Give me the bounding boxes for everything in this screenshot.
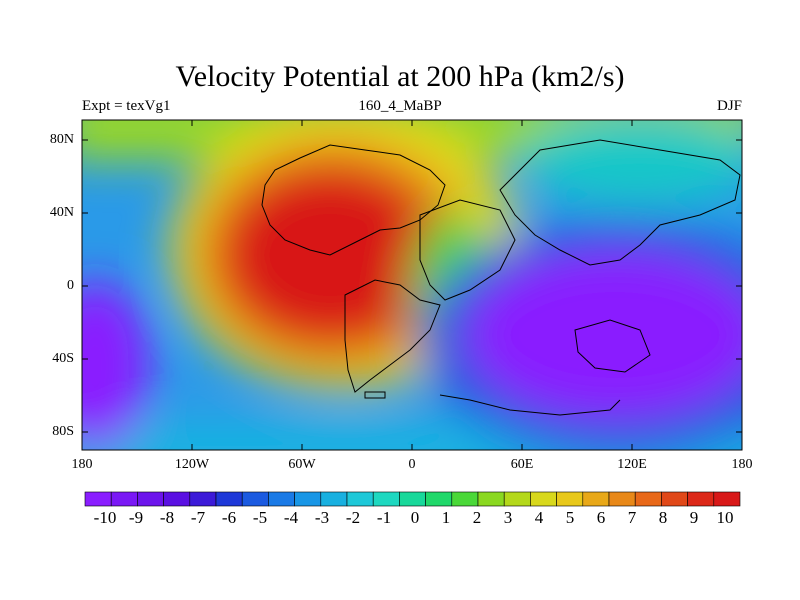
south-america-outline bbox=[344, 279, 441, 393]
x-label-180w: 180 bbox=[71, 457, 93, 472]
x-label-0: 0 bbox=[408, 457, 416, 472]
colorbar-swatch bbox=[530, 491, 557, 507]
y-label-40n: 40N bbox=[49, 205, 74, 220]
x-label-120e: 120E bbox=[617, 457, 647, 472]
colorbar-swatch bbox=[608, 491, 636, 507]
colorbar-swatch bbox=[110, 491, 138, 507]
colorbar-swatch bbox=[661, 491, 688, 507]
colorbar-swatch bbox=[503, 491, 531, 507]
colorbar-swatch bbox=[713, 491, 741, 507]
colorbar-label: 3 bbox=[503, 508, 513, 527]
y-label-40s: 40S bbox=[52, 351, 74, 366]
colorbar-label: 7 bbox=[627, 508, 637, 527]
colorbar-label: -9 bbox=[128, 508, 144, 527]
colorbar-swatch bbox=[346, 491, 374, 507]
colorbar-label: 0 bbox=[410, 508, 420, 527]
x-label-180e: 180 bbox=[731, 457, 753, 472]
field-negative-west bbox=[82, 280, 150, 450]
colorbar-swatch bbox=[189, 491, 217, 507]
subtitle-season: DJF bbox=[716, 98, 742, 114]
colorbar-label: 1 bbox=[441, 508, 451, 527]
colorbar-swatch bbox=[425, 491, 453, 507]
field-negative-core bbox=[465, 250, 742, 420]
colorbar-label: -1 bbox=[376, 508, 392, 527]
colorbar-swatch bbox=[320, 491, 348, 507]
antarctic-outline bbox=[439, 394, 621, 416]
subtitle-case: 160_4_MaBP bbox=[358, 98, 442, 114]
map-title: Velocity Potential at 200 hPa (km2/s) bbox=[175, 60, 625, 93]
colorbar-swatch bbox=[241, 491, 269, 507]
colorbar-label: -8 bbox=[159, 508, 175, 527]
colorbar-swatch bbox=[582, 491, 610, 507]
colorbar-label: -6 bbox=[221, 508, 237, 527]
y-label-0: 0 bbox=[67, 278, 74, 293]
x-label-60e: 60E bbox=[510, 457, 534, 472]
y-label-80n: 80N bbox=[49, 132, 74, 147]
contour-field bbox=[82, 120, 742, 450]
axis-ticks bbox=[82, 120, 742, 450]
colorbar-label: 2 bbox=[472, 508, 482, 527]
colorbar-label: 5 bbox=[565, 508, 575, 527]
colorbar-swatch bbox=[399, 491, 426, 507]
colorbar-swatch bbox=[294, 491, 322, 507]
x-label-120w: 120W bbox=[174, 457, 210, 472]
colorbar-label: -3 bbox=[314, 508, 330, 527]
island-outline bbox=[364, 391, 386, 399]
colorbar-swatch bbox=[268, 491, 295, 507]
colorbar-swatch bbox=[451, 491, 479, 507]
colorbar-swatch bbox=[137, 491, 164, 507]
subtitle-experiment: Expt = texVg1 bbox=[82, 98, 171, 114]
colorbar-label: -4 bbox=[283, 508, 299, 527]
colorbar-label: -10 bbox=[93, 508, 117, 527]
colorbar-swatch bbox=[687, 491, 715, 507]
y-label-80s: 80S bbox=[52, 424, 74, 439]
colorbar-label: -7 bbox=[190, 508, 206, 527]
colorbar-swatch bbox=[556, 491, 584, 507]
field-arctic-asia bbox=[520, 120, 742, 205]
eurasia-outline bbox=[499, 139, 741, 266]
colorbar-swatch bbox=[477, 491, 505, 507]
colorbar bbox=[84, 491, 741, 507]
colorbar-swatch bbox=[215, 491, 243, 507]
colorbar-label: 6 bbox=[596, 508, 606, 527]
colorbar-label: -2 bbox=[345, 508, 361, 527]
colorbar-swatch bbox=[634, 491, 662, 507]
coastlines bbox=[261, 139, 741, 416]
colorbar-label: 4 bbox=[534, 508, 544, 527]
north-america-outline bbox=[261, 144, 446, 256]
colorbar-label: 10 bbox=[716, 508, 734, 527]
colorbar-swatch bbox=[84, 491, 112, 507]
colorbar-swatch bbox=[163, 491, 191, 507]
africa-outline bbox=[419, 199, 516, 301]
x-label-60w: 60W bbox=[288, 457, 316, 472]
colorbar-label: 8 bbox=[658, 508, 668, 527]
australia-outline bbox=[574, 319, 651, 373]
colorbar-label: -5 bbox=[252, 508, 268, 527]
colorbar-label: 9 bbox=[689, 508, 699, 527]
colorbar-swatch bbox=[372, 491, 400, 507]
